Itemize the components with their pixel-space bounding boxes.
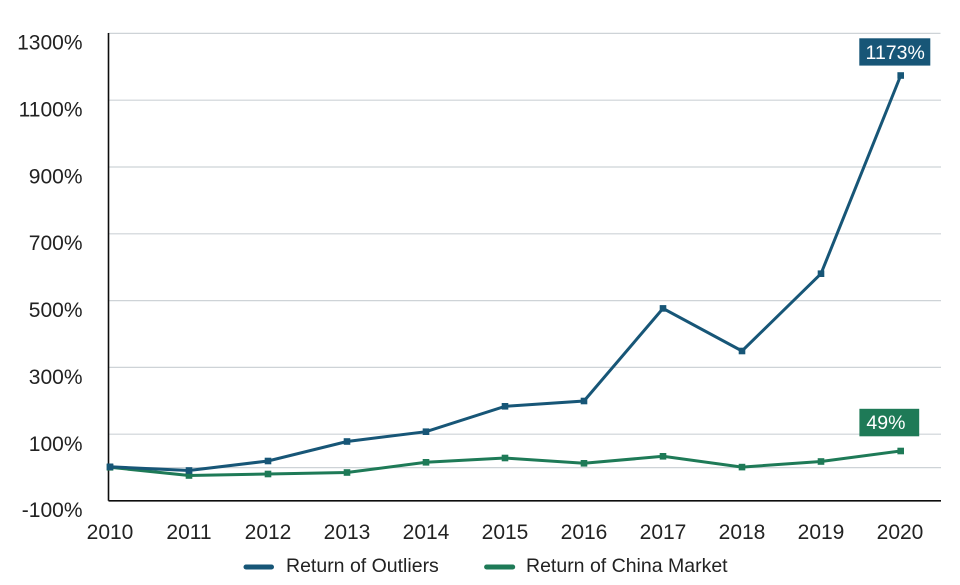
svg-text:100%: 100% [29,433,83,456]
svg-text:300%: 300% [29,366,83,389]
svg-text:2013: 2013 [324,521,371,544]
svg-text:2012: 2012 [245,521,292,544]
svg-text:2016: 2016 [561,521,608,544]
svg-text:1173%: 1173% [866,42,925,64]
svg-text:2019: 2019 [798,521,845,544]
svg-text:2017: 2017 [640,521,687,544]
svg-text:2011: 2011 [166,521,211,544]
svg-text:-100%: -100% [22,499,83,522]
svg-text:Return of China Market: Return of China Market [526,555,728,577]
svg-text:Return of Outliers: Return of Outliers [286,555,439,577]
svg-text:2014: 2014 [403,521,450,544]
svg-text:2010: 2010 [87,521,134,544]
svg-text:2018: 2018 [719,521,766,544]
svg-text:1300%: 1300% [17,32,82,55]
svg-text:1100%: 1100% [19,99,83,122]
svg-text:700%: 700% [29,232,83,255]
svg-text:2020: 2020 [877,521,924,544]
svg-text:49%: 49% [866,412,905,434]
svg-text:2015: 2015 [482,521,529,544]
svg-text:900%: 900% [29,165,83,188]
svg-text:500%: 500% [29,299,83,322]
